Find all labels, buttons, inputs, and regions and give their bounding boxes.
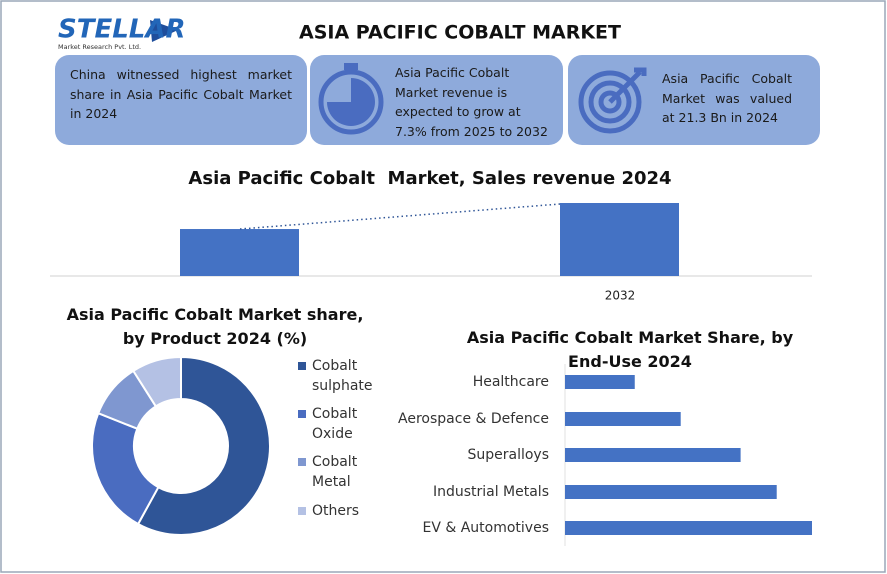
legend-label: Others <box>312 503 360 519</box>
chart-title: Asia Pacific Cobalt Market Share, by End… <box>466 328 794 371</box>
info-text: Asia Pacific Cobalt Market revenue is ex… <box>395 65 548 139</box>
legend-marker <box>298 410 306 418</box>
logo-arrow <box>150 20 178 42</box>
legend-marker <box>298 362 306 370</box>
x-tick-label: 2032 <box>605 289 636 303</box>
y-tick-label: Aerospace & Defence <box>398 411 549 427</box>
y-tick-label: Healthcare <box>473 374 549 390</box>
bar <box>565 412 681 426</box>
stopwatch-icon <box>318 63 384 135</box>
bar <box>565 485 777 499</box>
logo-text: STELLAR <box>58 15 186 45</box>
info-text: China witnessed highest market share in … <box>70 67 292 121</box>
legend-label: Cobalt sulphate <box>312 358 373 394</box>
legend-label: Cobalt Metal <box>312 454 358 490</box>
bar <box>560 203 679 276</box>
donut-slice <box>136 355 271 536</box>
legend-label: Cobalt Oxide <box>312 406 358 442</box>
bar <box>180 229 299 276</box>
target-icon <box>578 67 647 134</box>
legend-marker <box>298 458 306 466</box>
donut-slice <box>91 411 160 526</box>
legend-marker <box>298 507 306 515</box>
info-box <box>55 55 307 145</box>
bar <box>565 448 741 462</box>
info-text: Asia Pacific Cobalt Market was valued at… <box>662 71 792 125</box>
chart-title: Asia Pacific Cobalt Market share, by Pro… <box>66 305 364 348</box>
y-tick-label: Industrial Metals <box>433 484 549 500</box>
page-title: ASIA PACIFIC COBALT MARKET <box>299 22 621 44</box>
logo-sub: Market Research Pvt. Ltd. <box>58 43 141 51</box>
bar <box>565 521 812 535</box>
y-tick-label: EV & Automotives <box>422 520 549 536</box>
logo: STELLAR Market Research Pvt. Ltd. <box>58 15 186 52</box>
bar <box>565 375 635 389</box>
y-tick-label: Superalloys <box>467 447 549 463</box>
chart-title: Asia Pacific Cobalt Market, Sales revenu… <box>188 168 672 189</box>
donut-slice <box>131 355 182 408</box>
